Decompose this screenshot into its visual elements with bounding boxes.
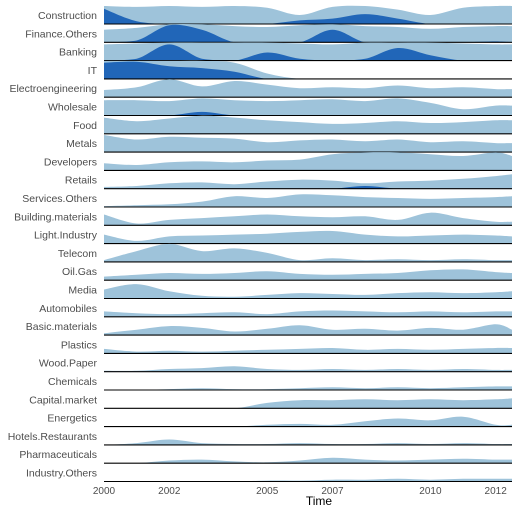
row-plastics: Plastics [61, 339, 512, 354]
band-light [104, 135, 512, 153]
row-food: Food [73, 115, 512, 135]
band-light [104, 194, 512, 207]
band-light [104, 416, 512, 427]
row-developers: Developers [44, 152, 512, 171]
band-light [104, 230, 512, 244]
x-tick-label: 2002 [158, 486, 181, 497]
category-label: Finance.Others [25, 28, 97, 40]
band-light [104, 324, 512, 336]
row-telecom: Telecom [58, 243, 512, 263]
category-label: Food [73, 120, 97, 132]
row-oil-gas: Oil.Gas [62, 266, 512, 281]
band-light [104, 386, 512, 390]
row-electroengineering: Electroengineering [9, 79, 512, 98]
row-basic-materials: Basic.materials [26, 321, 512, 336]
category-label: Hotels.Restaurants [8, 431, 97, 443]
row-metals: Metals [66, 135, 512, 153]
category-label: Construction [38, 10, 97, 22]
row-pharmaceuticals: Pharmaceuticals [19, 449, 512, 464]
row-finance-others: Finance.Others [25, 23, 512, 43]
x-tick-label: 2012 [485, 486, 508, 497]
row-light-industry: Light.Industry [34, 230, 512, 245]
category-label: Retails [65, 175, 97, 187]
row-chemicals: Chemicals [48, 376, 512, 391]
chart-rows: Construction Finance.Others Banking IT Elect… [8, 5, 512, 483]
band-light [104, 439, 512, 445]
band-light [104, 398, 512, 409]
band-light [104, 269, 512, 281]
band-light [104, 174, 512, 189]
row-wholesale: Wholesale [48, 98, 512, 117]
category-label: Plastics [61, 339, 97, 351]
band-dark [104, 111, 512, 116]
row-banking: Banking [59, 42, 512, 62]
category-label: Metals [66, 138, 97, 150]
band-light [104, 212, 512, 226]
category-label: Media [68, 285, 97, 297]
category-label: Chemicals [48, 376, 97, 388]
band-dark [104, 8, 512, 24]
band-dark [104, 44, 512, 61]
band-light [104, 366, 512, 372]
band-light [104, 243, 512, 262]
category-label: Wood.Paper [39, 358, 98, 370]
category-label: Industry.Others [26, 468, 97, 480]
x-tick-label: 2007 [321, 486, 344, 497]
category-label: IT [88, 65, 98, 77]
row-energetics: Energetics [47, 413, 512, 428]
row-services-others: Services.Others [22, 193, 512, 208]
row-media: Media [68, 284, 512, 300]
x-axis: 2000 2002 2005 2007 2010 2012 [93, 486, 507, 497]
band-light [104, 310, 512, 317]
band-light [104, 478, 512, 482]
category-label: Wholesale [48, 102, 97, 114]
category-label: Capital.market [29, 394, 97, 406]
category-label: Services.Others [22, 193, 97, 205]
row-retails: Retails [65, 174, 512, 190]
category-label: Pharmaceuticals [19, 449, 97, 461]
band-light [104, 5, 512, 24]
x-axis-title: Time [306, 494, 333, 508]
category-label: Building.materials [14, 211, 97, 223]
category-label: Light.Industry [34, 230, 98, 242]
band-light [104, 98, 512, 116]
category-label: Telecom [58, 248, 97, 260]
category-label: Oil.Gas [62, 266, 97, 278]
category-label: Electroengineering [9, 83, 97, 95]
band-light [104, 115, 512, 134]
row-automobiles: Automobiles [39, 303, 512, 318]
category-label: Automobiles [39, 303, 97, 315]
category-label: Basic.materials [26, 321, 97, 333]
row-industry-others: Industry.Others [26, 468, 512, 483]
band-light [104, 152, 512, 171]
x-tick-label: 2010 [419, 486, 442, 497]
category-label: Developers [44, 156, 97, 168]
row-construction: Construction [38, 5, 512, 25]
row-hotels-restaurants: Hotels.Restaurants [8, 431, 512, 446]
band-dark [104, 24, 512, 43]
band-light [104, 79, 512, 98]
band-dark [104, 61, 512, 79]
band-light [104, 457, 512, 464]
x-tick-label: 2005 [256, 486, 279, 497]
row-capital-market: Capital.market [29, 394, 512, 409]
x-tick-label: 2000 [93, 486, 116, 497]
band-light [104, 284, 512, 299]
row-wood-paper: Wood.Paper [39, 358, 512, 373]
band-light [104, 347, 512, 354]
category-label: Energetics [47, 413, 97, 425]
row-building-materials: Building.materials [14, 211, 512, 226]
category-label: Banking [59, 47, 97, 59]
row-it: IT [88, 60, 512, 80]
